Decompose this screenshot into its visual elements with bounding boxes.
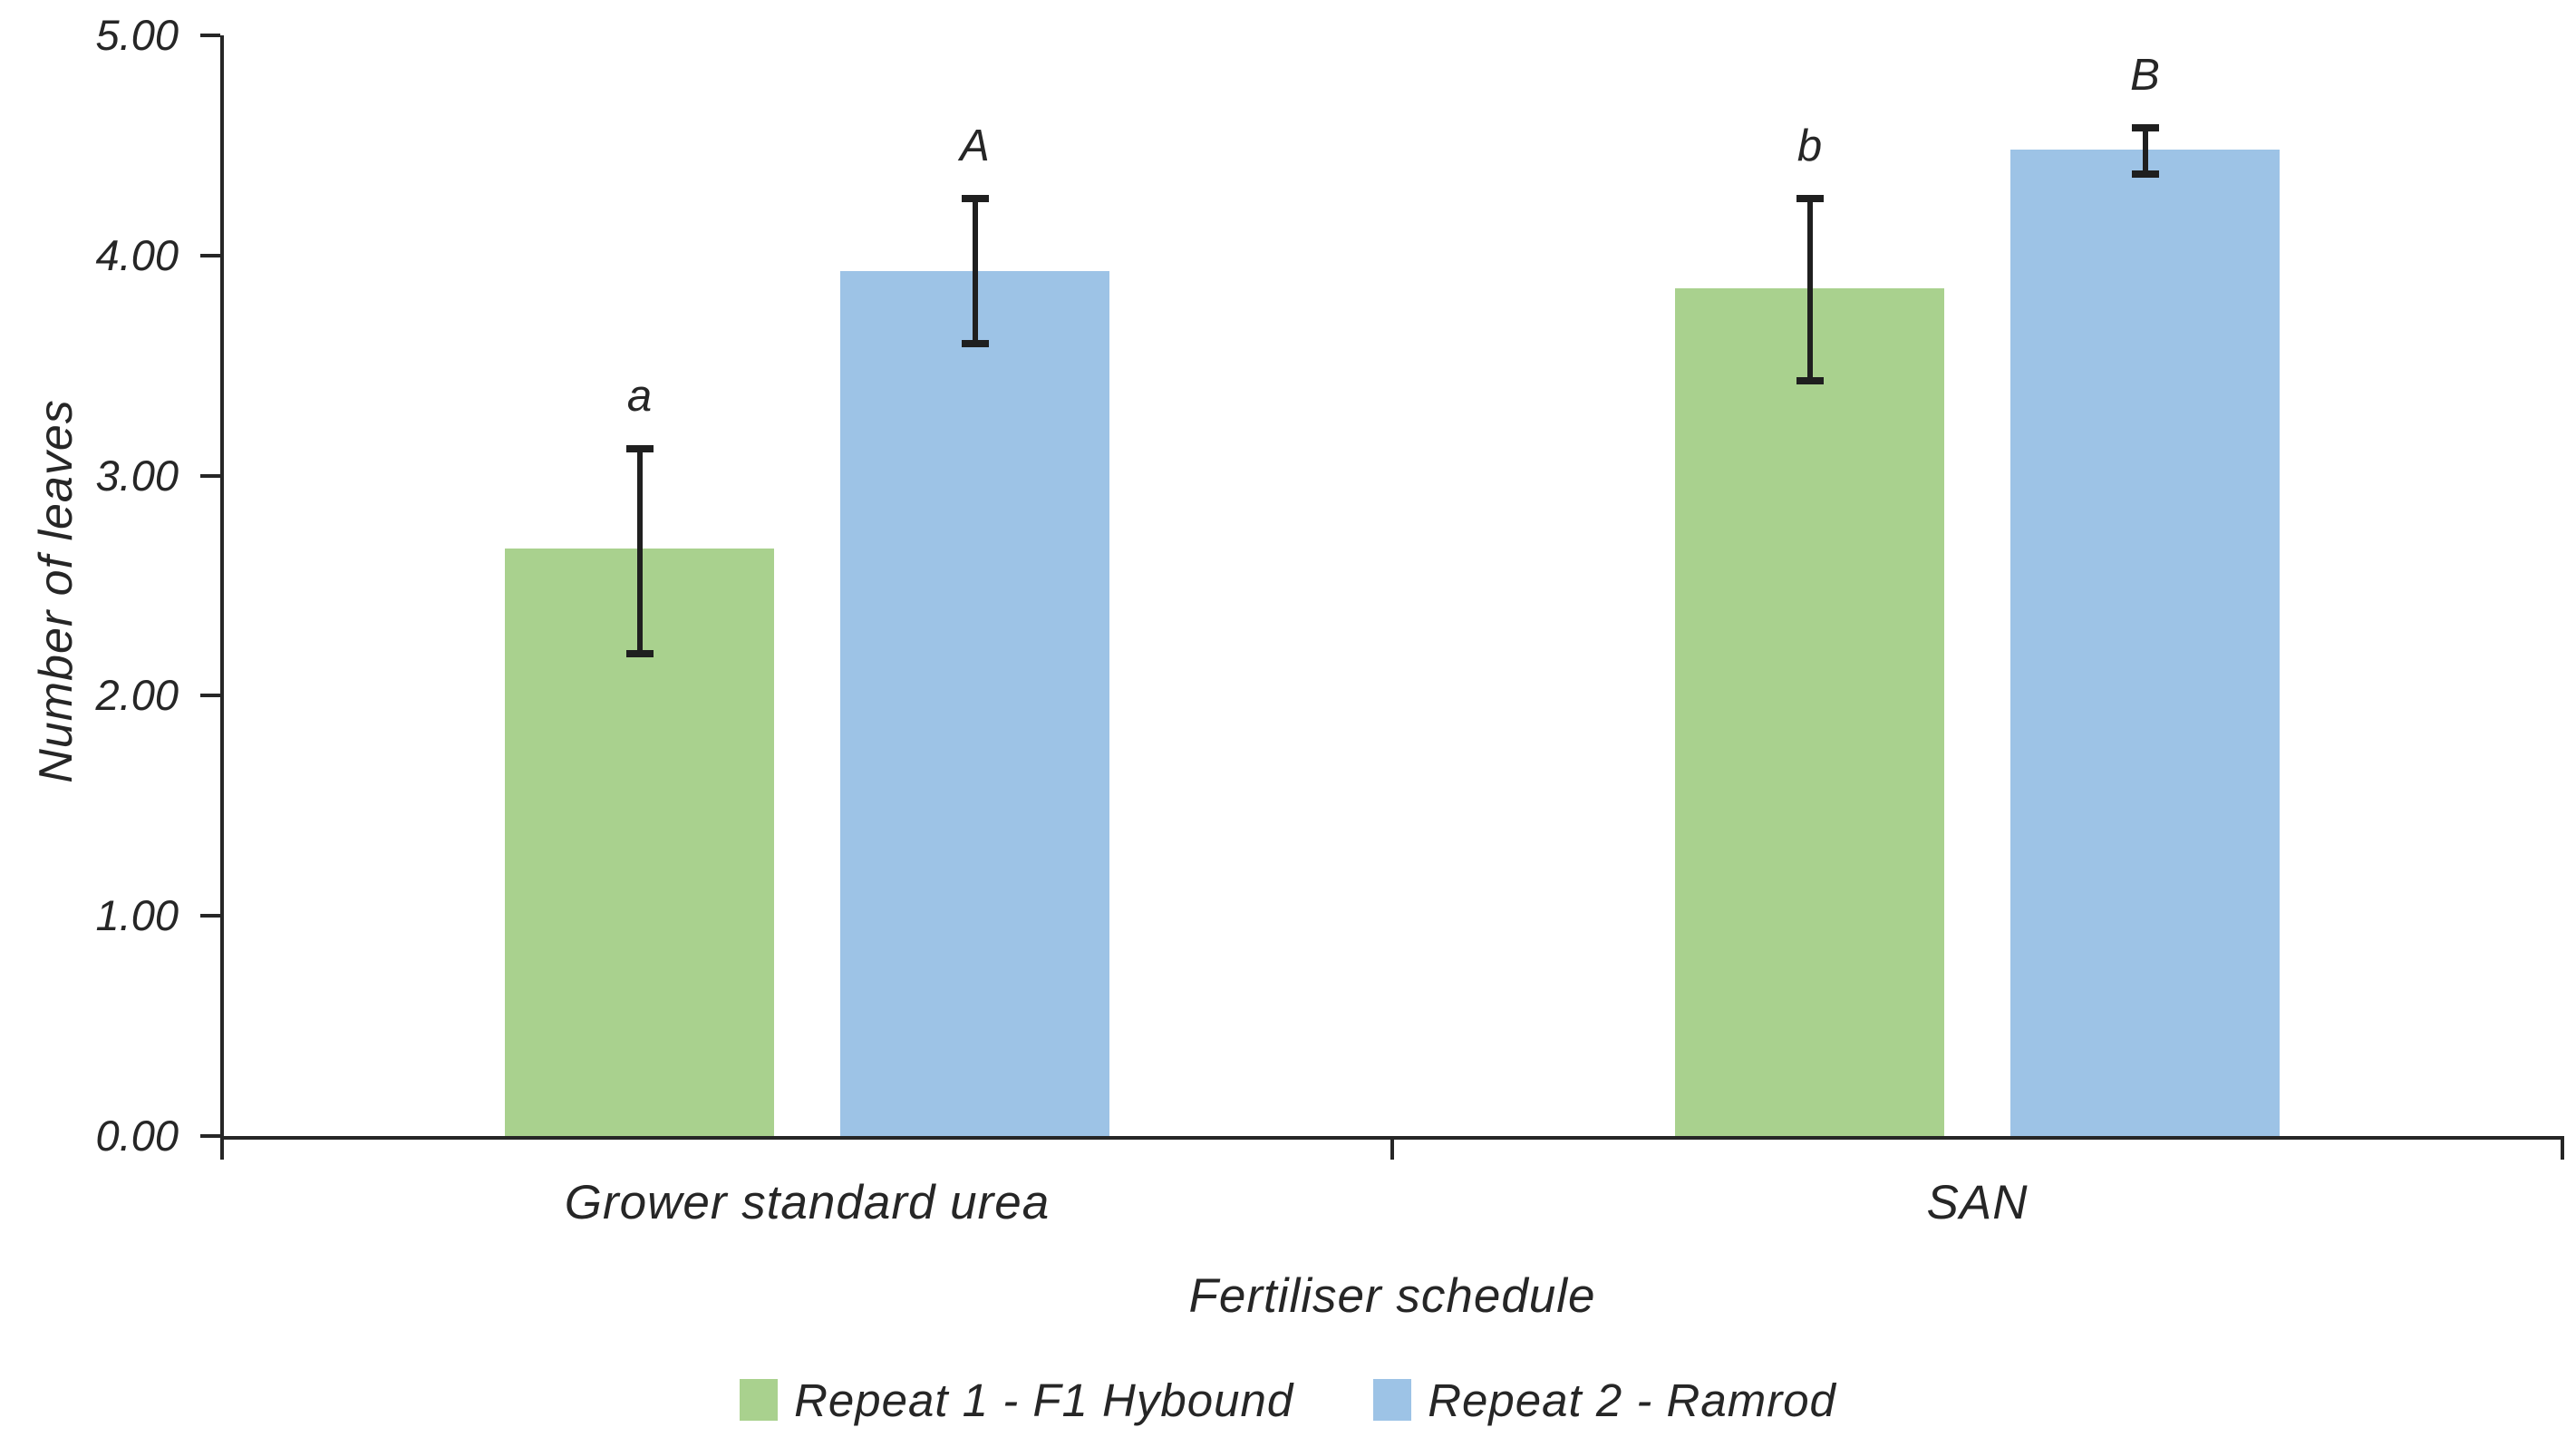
y-tick: [200, 253, 220, 257]
bar-repeat2-grower: [840, 270, 1109, 1136]
y-tick-label: 3.00: [95, 451, 179, 500]
legend-swatch-repeat2: [1373, 1379, 1412, 1421]
legend-item-repeat1: Repeat 1 - F1 Hybound: [740, 1374, 1293, 1427]
x-tick: [1390, 1136, 1394, 1160]
error-bar-cap-bottom: [1796, 377, 1824, 385]
legend: Repeat 1 - F1 Hybound Repeat 2 - Ramrod: [0, 1367, 2576, 1432]
y-tick-label: 1.00: [95, 891, 179, 940]
error-bar-line: [1806, 198, 1813, 382]
error-bar-line: [2142, 127, 2148, 174]
y-tick-label: 2.00: [95, 671, 179, 720]
legend-item-repeat2: Repeat 2 - Ramrod: [1373, 1374, 1836, 1427]
y-axis-title: Number of leaves: [30, 399, 82, 783]
x-tick: [220, 1136, 224, 1160]
y-tick-label: 0.00: [95, 1112, 179, 1160]
error-bar-cap-top: [625, 445, 654, 453]
significance-letter: A: [960, 121, 990, 170]
legend-swatch-repeat1: [740, 1379, 779, 1421]
y-tick: [200, 34, 220, 37]
significance-letter: b: [1796, 121, 1823, 170]
significance-letter: a: [626, 372, 653, 422]
legend-label-repeat2: Repeat 2 - Ramrod: [1428, 1374, 1836, 1426]
error-bar-cap-top: [2131, 123, 2159, 131]
error-bar-cap-top: [961, 194, 989, 202]
y-tick-label: 5.00: [95, 11, 179, 59]
category-label-san: SAN: [1926, 1176, 2029, 1229]
x-tick: [2561, 1136, 2564, 1160]
y-tick-label: 4.00: [95, 230, 179, 279]
x-axis-title: Fertiliser schedule: [1188, 1269, 1596, 1323]
legend-label-repeat1: Repeat 1 - F1 Hybound: [794, 1374, 1294, 1426]
y-tick: [200, 1134, 220, 1138]
error-bar-line: [636, 449, 643, 655]
category-label-grower-standard-urea: Grower standard urea: [564, 1176, 1051, 1229]
y-tick: [200, 694, 220, 698]
error-bar-cap-bottom: [625, 650, 654, 658]
significance-letter: B: [2130, 50, 2160, 100]
bar-repeat1-san: [1675, 288, 1944, 1136]
error-bar-line: [972, 198, 978, 344]
error-bar-cap-bottom: [961, 339, 989, 347]
error-bar-cap-top: [1796, 194, 1824, 202]
y-tick: [200, 473, 220, 478]
error-bar-cap-bottom: [2131, 170, 2159, 178]
bar-repeat2-san: [2010, 150, 2280, 1136]
y-tick: [200, 914, 220, 918]
